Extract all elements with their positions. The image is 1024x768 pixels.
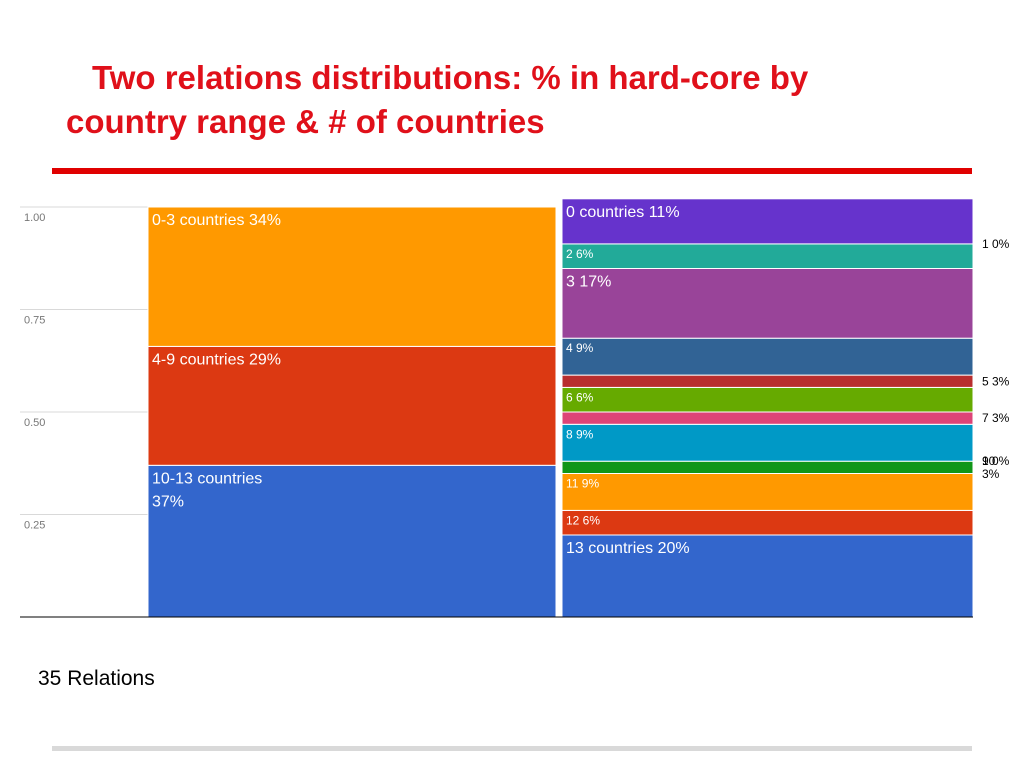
segment-label: 0 countries 11% (566, 204, 680, 221)
segment-label: 1 0% (982, 237, 1010, 251)
segment-label: 10 (982, 454, 996, 468)
mosaic-segment (561, 198, 974, 245)
segment-label: 11 9% (566, 477, 599, 491)
mosaic-segment (561, 460, 974, 475)
segment-label: 0-3 countries 34% (152, 212, 281, 229)
mosaic-segment (561, 268, 974, 339)
segment-label: 2 6% (566, 247, 594, 261)
mosaic-segment (561, 423, 974, 462)
segment-label: 37% (152, 493, 184, 510)
mosaic-segment (561, 473, 974, 511)
segment-label: 3% (982, 467, 1000, 481)
mosaic-segment (147, 464, 557, 618)
segment-label: 5 3% (982, 374, 1010, 388)
segment-label: 3 17% (566, 274, 611, 291)
segment-label: 4-9 countries 29% (152, 351, 281, 368)
segment-label: 12 6% (566, 513, 600, 527)
mosaic-segment (147, 206, 557, 347)
chart-title: Two relations distributions: % in hard-c… (66, 56, 986, 144)
mosaic-segment (561, 243, 974, 269)
segment-label: 13 countries 20% (566, 540, 690, 557)
title-underline (52, 168, 972, 174)
segment-label: 4 9% (566, 341, 594, 355)
y-tick-label: 0.75 (24, 315, 45, 327)
chart-title-line-1: Two relations distributions: % in hard-c… (92, 59, 809, 96)
segment-label: 6 6% (566, 390, 594, 404)
segment-label: 9 0% (982, 454, 1010, 468)
mosaic-segment (561, 337, 974, 376)
relations-count-note: 35 Relations (38, 667, 155, 690)
chart-title-line-2: country range & # of countries (66, 103, 545, 140)
segment-label: 10-13 countries (152, 470, 262, 487)
segment-label: 7 3% (982, 411, 1010, 425)
mosaic-segment (561, 509, 974, 536)
mosaic-segment (561, 374, 974, 388)
mosaic-segment (561, 386, 974, 413)
y-tick-label: 1.00 (24, 212, 45, 224)
segment-label: 8 9% (566, 427, 594, 441)
y-tick-label: 0.50 (24, 417, 45, 429)
bottom-divider (52, 746, 972, 751)
y-tick-label: 0.25 (24, 520, 45, 532)
mosaic-segment (147, 345, 557, 466)
mosaic-segment (561, 411, 974, 425)
